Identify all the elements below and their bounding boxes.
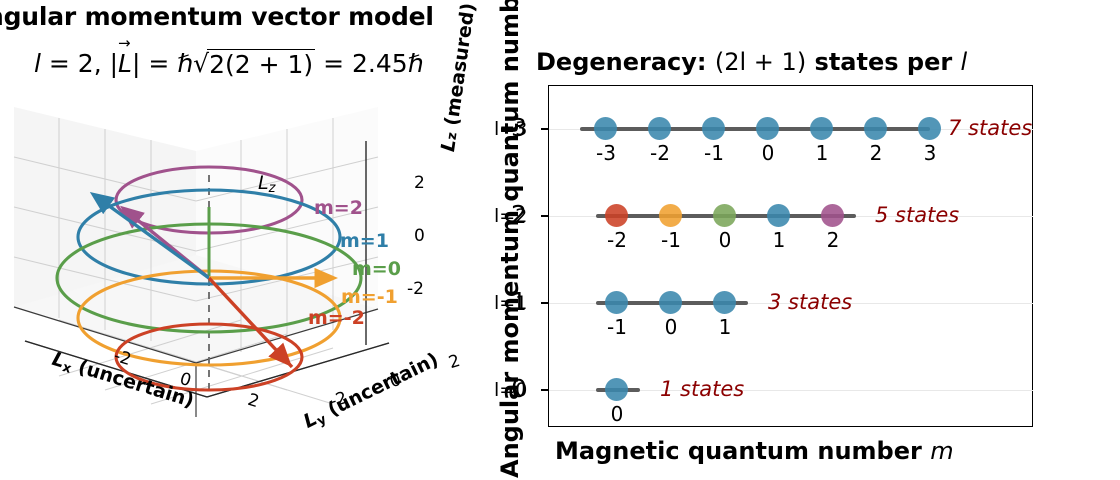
ytick-label-0: 0 [511,374,527,403]
vector-m-2 [207,276,294,369]
vector-m1 [89,192,210,280]
level-line-l3 [580,127,930,131]
degeneracy-title-prefix: Degeneracy: [536,48,715,76]
m-tick-label: 1 [718,315,732,339]
equation-radicand: 2(2 + 1) [207,49,316,79]
states-annotation-l1: 3 states [768,290,853,314]
equation-equals: = [148,49,170,78]
left-panel-title: ngular momentum vector model [0,2,434,31]
m-tick-label: 0 [664,315,678,339]
cone-rings [55,165,363,392]
cone-label-m2: m=2 [314,197,363,219]
state-dot [702,117,725,140]
state-dot [756,117,779,140]
degeneracy-panel: Degeneracy: (2l + 1) states per l 3 2 1 … [494,0,1120,480]
gridline-l1 [548,303,1033,304]
m-tick-label: -3 [596,141,616,165]
equation-result: 2.45 [352,49,408,78]
equation-equals-2: = [323,49,345,78]
degeneracy-plot-frame [548,85,1033,427]
x-axis-title: Magnetic quantum number m [555,437,954,465]
degeneracy-y-axis-title: Angular momentum quantum number l [496,0,524,478]
vector-model-panel: ngular momentum vector model l = 2, |L| … [0,0,500,480]
cone-ring-m1 [76,188,342,286]
state-dot [864,117,887,140]
cone-label-m-2: m=-2 [308,307,365,329]
m-tick-label: -1 [704,141,724,165]
z-tick-neg2: -2 [407,279,424,299]
equation-abs-open: | [109,49,119,78]
degeneracy-title-suffix: states per [806,48,961,76]
degeneracy-title-l: l [960,48,968,76]
y-level-label-l1: l=1 [494,292,528,314]
states-annotation-l0: 1 states [660,377,745,401]
m-tick-label: 0 [718,228,732,252]
m-tick-label: 3 [923,141,937,165]
ytick-mark-1 [541,302,549,304]
equation-l-symbol: l [34,49,41,78]
ytick-label-3: 3 [511,113,527,142]
m-tick-label: 2 [869,141,883,165]
equation-hbar-1: ℏ [177,49,194,78]
m-tick-label: -1 [661,228,681,252]
degeneracy-title-math: (2l + 1) [714,48,807,76]
state-dot [648,117,671,140]
m-tick-label: 0 [761,141,775,165]
state-dot [605,204,628,227]
degeneracy-title: Degeneracy: (2l + 1) states per l [536,48,967,76]
state-dot [659,291,682,314]
vector-model-3d-axes: Lz m=2 m=1 m=0 m=-1 m=-2 2 0 -2 -2 0 2 -… [0,95,500,480]
angular-momentum-vectors [89,192,339,369]
lz-label: Lz [258,172,276,196]
m-tick-label: 1 [815,141,829,165]
equation-sqrt-sign: √ [193,49,210,78]
state-dot [918,117,941,140]
state-dot [605,291,628,314]
ytick-mark-3 [541,128,549,130]
cone-label-m-1: m=-1 [341,286,398,308]
ytick-mark-2 [541,215,549,217]
state-dot [767,204,790,227]
m-tick-label: 1 [772,228,786,252]
equation-l-value: = 2, [48,49,102,78]
state-dot [594,117,617,140]
state-dot [713,204,736,227]
m-tick-label: -2 [607,228,627,252]
m-tick-label: -1 [607,315,627,339]
m-tick-label: 0 [610,402,624,426]
state-dot [810,117,833,140]
state-dot [713,291,736,314]
states-annotation-l3: 7 states [948,116,1033,140]
y-level-label-l3: l=3 [494,118,528,140]
ytick-label-2: 2 [511,200,527,229]
ytick-label-1: 1 [511,287,527,316]
state-dot [659,204,682,227]
equation-abs-close: | [131,49,141,78]
cone-label-m1: m=1 [340,230,389,252]
equation-hbar-2: ℏ [407,49,424,78]
angular-momentum-equation: l = 2, |L| = ℏ√2(2 + 1) = 2.45ℏ [34,36,424,79]
states-annotation-l2: 5 states [875,203,960,227]
m-tick-label: 2 [826,228,840,252]
z-tick-2: 2 [414,173,425,193]
m-tick-label: -2 [650,141,670,165]
cone-label-m0: m=0 [352,258,401,280]
gridline-l0 [548,390,1033,391]
cone-ring-m-2 [114,322,304,392]
ytick-mark-0 [541,389,549,391]
cone-diagram-svg [13,107,390,417]
z-tick-0: 0 [414,226,425,246]
equation-vector-L: L [118,36,132,78]
y-level-label-l2: l=2 [494,205,528,227]
y-level-label-l0: l=0 [494,379,528,401]
state-dot [821,204,844,227]
state-dot [605,378,628,401]
